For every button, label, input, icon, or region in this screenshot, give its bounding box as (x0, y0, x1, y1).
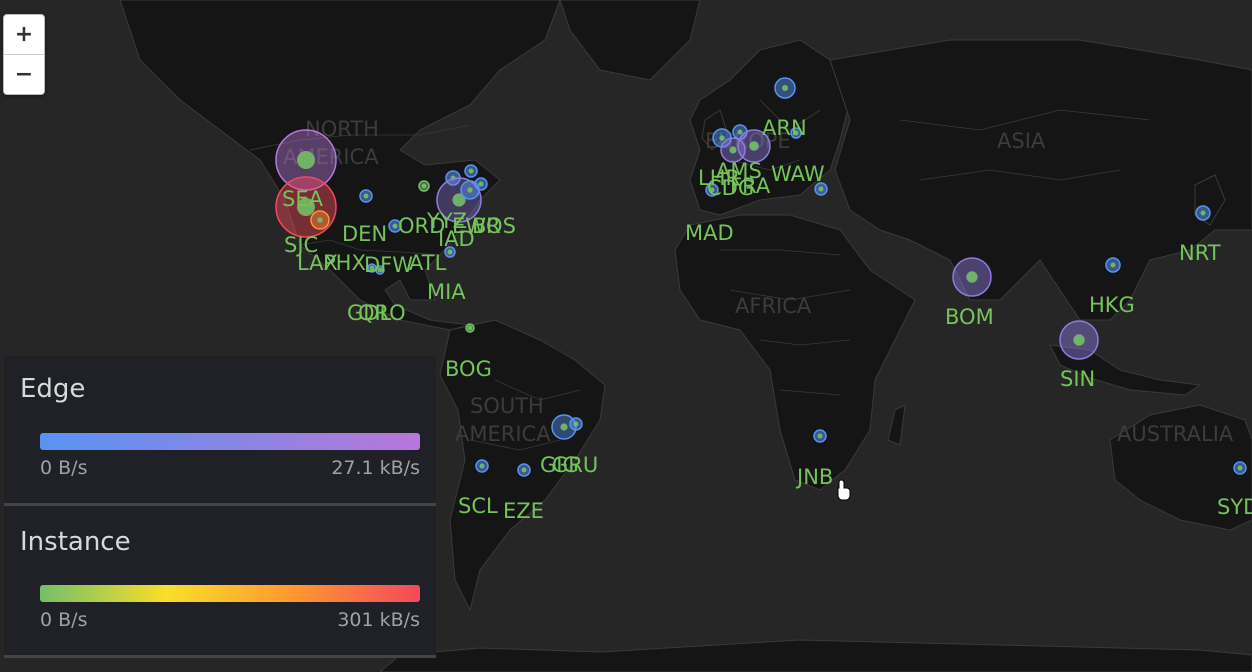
site-bubble-core (782, 85, 788, 91)
site-label-gig: GIG (540, 453, 579, 477)
site-bubble-core (521, 467, 527, 473)
africa (674, 214, 916, 491)
zoom-in-button[interactable]: + (4, 15, 44, 54)
site-bubble-core (817, 433, 823, 439)
region-label: NORTH (305, 117, 379, 141)
site-label-jnb: JNB (795, 465, 833, 489)
site-bubble-core (467, 325, 473, 331)
site-bubble-core (709, 187, 715, 193)
region-label: AFRICA (735, 294, 812, 318)
australia (1109, 404, 1252, 531)
site-label-phx: PHX (323, 251, 366, 275)
instance-legend-max: 301 kB/s (337, 609, 420, 631)
site-bubble-core (1110, 262, 1116, 268)
north-america (119, 0, 561, 331)
site-bubble-core (421, 183, 427, 189)
edge-legend-max: 27.1 kB/s (331, 457, 420, 479)
site-bubble-core (467, 187, 473, 193)
site-label-qro: QRO (358, 301, 406, 325)
country-borders (249, 99, 1151, 451)
site-bubble-core (392, 223, 398, 229)
region-label: ASIA (997, 129, 1046, 153)
site-bubble-core (297, 151, 315, 169)
site-label-bog: BOG (445, 357, 492, 381)
site-bubble-core (719, 135, 725, 141)
site-markers (275, 77, 1247, 477)
instance-gradient-bar (40, 585, 420, 602)
site-label-cdg: CDG (707, 176, 754, 200)
site-bubble-core (1073, 334, 1085, 346)
site-bubble-core (793, 130, 799, 136)
site-bubble-core (560, 423, 568, 431)
site-bubble-core (479, 463, 485, 469)
site-label-den: DEN (342, 222, 387, 246)
site-label-ams: AMS (716, 159, 762, 183)
instance-legend-min: 0 B/s (40, 609, 88, 631)
site-label-mia: MIA (427, 280, 466, 304)
site-label-atl: ATL (409, 251, 447, 275)
site-bubble-core (297, 198, 315, 216)
region-label: SOUTH (470, 394, 544, 418)
landmasses (119, 0, 1252, 672)
edge-legend-min: 0 B/s (40, 457, 88, 479)
site-label-scl: SCL (458, 494, 498, 518)
antarctica (379, 639, 1252, 672)
site-bubble-core (818, 186, 824, 192)
site-label-syd: SYD (1217, 495, 1252, 519)
site-bubble-core (729, 146, 737, 154)
madagascar (887, 404, 906, 446)
instance-legend-title: Instance (20, 527, 131, 557)
site-label-sea: SEA (282, 187, 324, 211)
site-bubble-core (369, 265, 375, 271)
site-label-dfw: DFW (364, 253, 413, 277)
site-bubble-core (468, 168, 474, 174)
site-label-arn: ARN (762, 116, 807, 140)
region-label: AUSTRALIA (1117, 422, 1234, 446)
site-bubble-core (573, 421, 579, 427)
site-label-sin: SIN (1060, 367, 1095, 391)
site-label-fra: FRA (730, 174, 771, 198)
site-bubble-core (317, 217, 323, 223)
site-label-eze: EZE (503, 499, 544, 523)
site-label-ewr: EWR (452, 214, 501, 238)
site-label-lax: LAX (297, 251, 338, 275)
site-label-gdl: GDL (347, 301, 391, 325)
edge-legend: Edge 0 B/s 27.1 kB/s (4, 356, 436, 506)
region-label: AMERICA (455, 422, 551, 446)
zoom-divider (4, 54, 44, 55)
site-bubble-core (447, 249, 453, 255)
site-bubble-core (1237, 465, 1243, 471)
asia (829, 39, 1252, 321)
greenland (559, 0, 701, 81)
site-label-waw: WAW (771, 162, 825, 186)
site-bubble-core (966, 271, 978, 283)
site-bubble-core (737, 129, 743, 135)
site-bubble-core (452, 193, 466, 207)
pointer-cursor-icon (837, 479, 851, 501)
site-bubble-core (1200, 210, 1206, 216)
site-label-ord: ORD (398, 214, 445, 238)
site-label-yyz: YYZ (426, 209, 467, 233)
site-label-gru: GRU (552, 453, 598, 477)
site-label-iad: IAD (438, 227, 475, 251)
site-bubble-core (749, 141, 759, 151)
edge-legend-title: Edge (20, 374, 86, 404)
site-bubble-core (478, 181, 484, 187)
edge-gradient-bar (40, 433, 420, 450)
site-label-bom: BOM (945, 305, 994, 329)
site-label-hkg: HKG (1089, 293, 1135, 317)
site-label-nrt: NRT (1179, 241, 1221, 265)
site-label-mad: MAD (685, 221, 734, 245)
region-label: EUROPE (705, 129, 791, 153)
site-label-bos: BOS (472, 214, 516, 238)
instance-legend: Instance 0 B/s 301 kB/s (4, 506, 436, 658)
europe (689, 39, 851, 216)
site-bubble-core (363, 193, 369, 199)
zoom-out-button[interactable]: − (4, 55, 44, 94)
site-bubble-core (377, 267, 383, 273)
site-label-sjc: SJC (284, 233, 318, 257)
zoom-control: + − (3, 14, 45, 95)
site-label-lhr: LHR (698, 166, 740, 190)
